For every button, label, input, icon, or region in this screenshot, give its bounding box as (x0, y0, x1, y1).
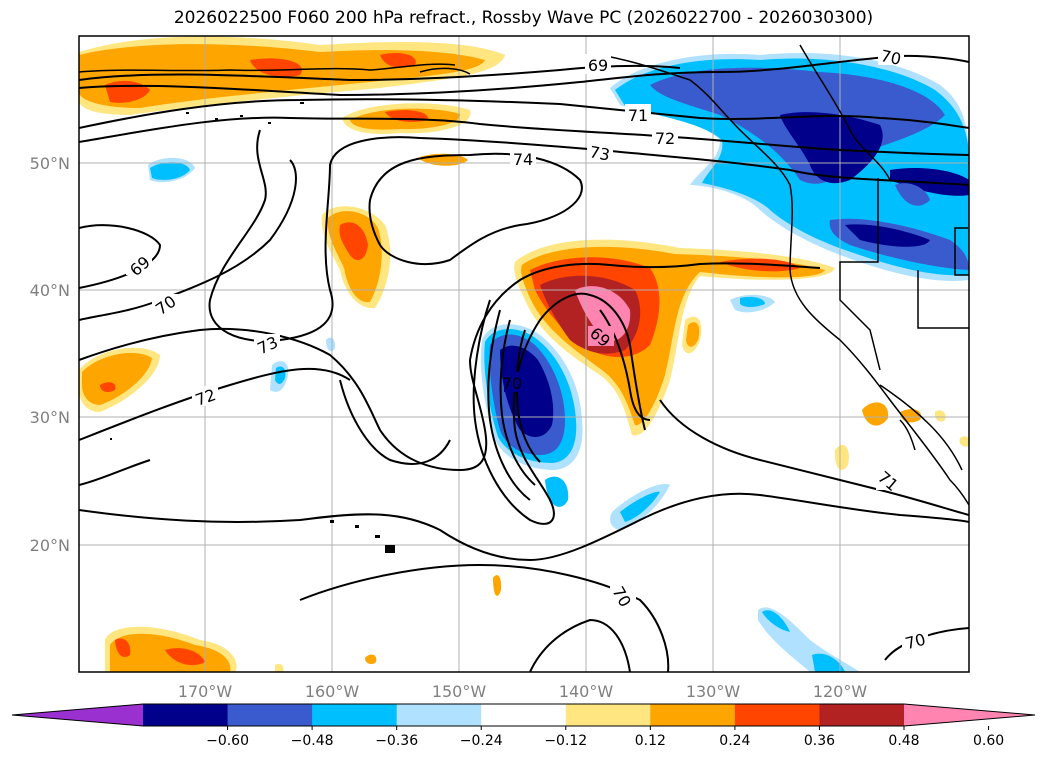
coastlines (79, 44, 969, 506)
contour-label-group: 69 70 71 72 73 74 69 70 73 72 69 70 71 (126, 45, 928, 653)
longitude-labels: 170°W 160°W 150°W 140°W 130°W 120°W (178, 682, 868, 701)
colorbar-tick-label: −0.48 (291, 733, 334, 749)
negative-anomaly-northeast (148, 53, 969, 281)
lon-label: 170°W (178, 682, 233, 701)
colorbar-tick-label: 0.36 (804, 733, 835, 749)
lat-label: 20°N (30, 536, 70, 555)
islands (110, 102, 395, 553)
colorbar-segment (396, 704, 482, 726)
lon-label: 160°W (305, 682, 360, 701)
colorbar-segment (227, 704, 313, 726)
positive-anomaly-aleutians (79, 36, 505, 115)
colorbar: −0.60 −0.48 −0.36 −0.24 −0.12 0.12 0.24 0.36 0.4… (11, 703, 1036, 749)
colorbar-segment (650, 704, 736, 726)
colorbar-segment (734, 704, 820, 726)
negative-anomaly-trough (270, 294, 860, 672)
colorbar-tick-label: −0.36 (375, 733, 418, 749)
positive-anomaly-west (79, 347, 160, 412)
lon-label: 150°W (432, 682, 487, 701)
colorbar-segment (819, 704, 905, 726)
lat-label: 50°N (30, 154, 70, 173)
colorbar-extend-high (904, 704, 1035, 726)
colorbar-segment (143, 704, 229, 726)
map-title: 2026022500 F060 200 hPa refract., Rossby… (173, 8, 874, 28)
colorbar-tick-label: 0.12 (635, 733, 666, 749)
contour-label: 70 (879, 46, 903, 69)
lon-label: 130°W (686, 682, 741, 701)
positive-anomaly-southwest (105, 575, 502, 672)
contour-label: 71 (628, 106, 648, 125)
colorbar-tick-label: 0.48 (888, 733, 919, 749)
contour-label: 70 (502, 374, 522, 393)
colorbar-tick-label: −0.12 (544, 733, 587, 749)
colorbar-tick-label: 0.60 (973, 733, 1004, 749)
lat-label: 30°N (30, 408, 70, 427)
contour-label: 69 (588, 56, 608, 75)
contour-label: 73 (588, 142, 611, 164)
lon-label: 120°W (813, 682, 868, 701)
lon-label: 140°W (559, 682, 614, 701)
lat-label: 40°N (30, 281, 70, 300)
colorbar-segment (565, 704, 651, 726)
colorbar-tick-label: −0.24 (460, 733, 503, 749)
colorbar-segment (312, 704, 398, 726)
colorbar-extend-low (12, 704, 143, 726)
map-frame (78, 35, 970, 673)
contour-label: 72 (655, 129, 675, 148)
colorbar-tick-label: −0.60 (206, 733, 249, 749)
contour-label: 74 (513, 150, 533, 169)
colorbar-tick-label: 0.24 (719, 733, 750, 749)
contour-label: 70 (903, 630, 928, 654)
colorbar-segment (481, 704, 567, 726)
colorbar-outline (11, 703, 1036, 727)
latitude-labels: 50°N 40°N 30°N 20°N (30, 154, 70, 555)
